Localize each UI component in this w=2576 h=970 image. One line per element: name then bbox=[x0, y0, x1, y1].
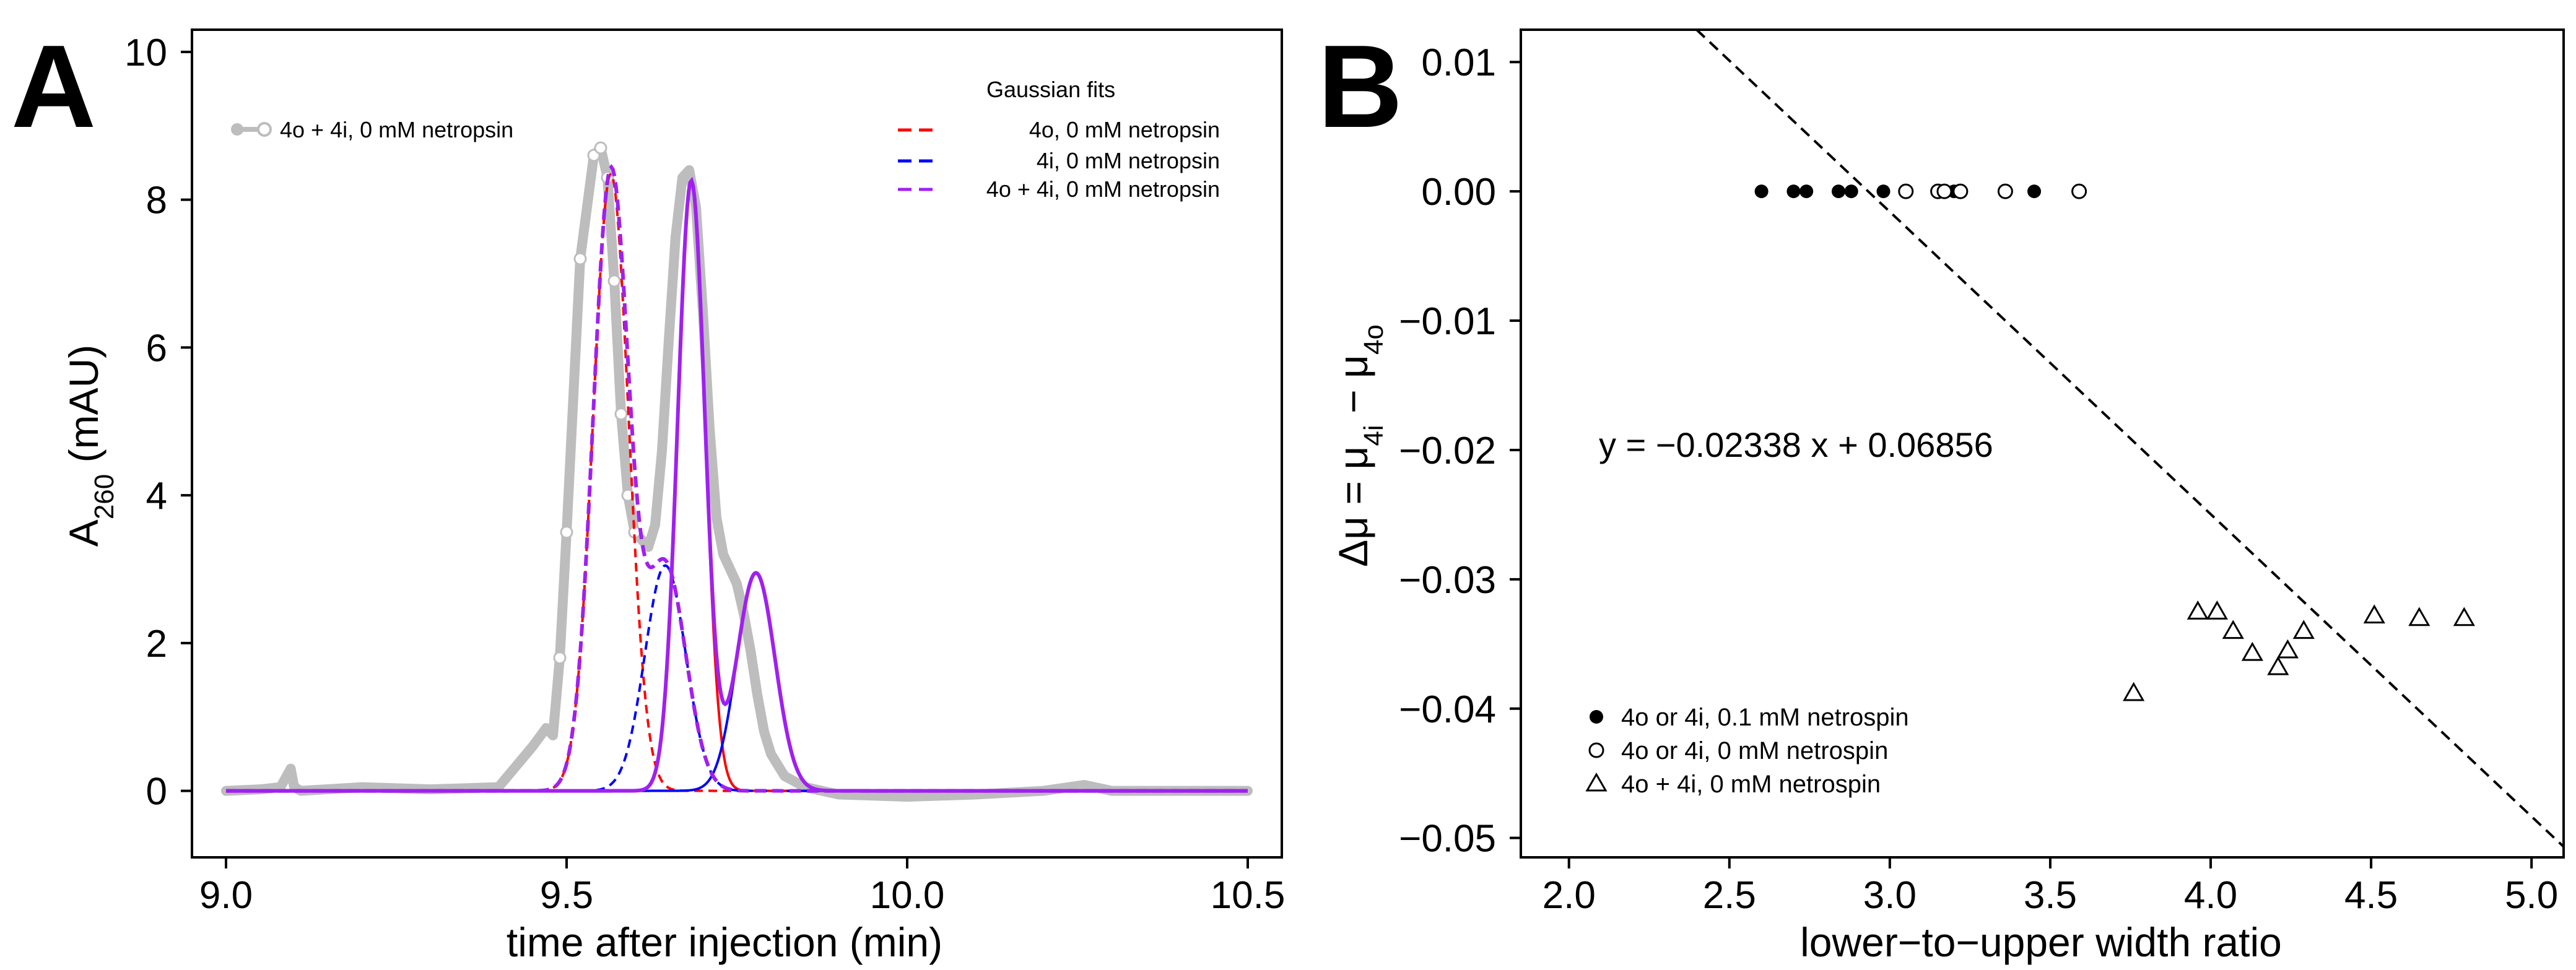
scatter-points bbox=[1754, 183, 2475, 701]
point-open-triangle bbox=[2187, 600, 2209, 620]
point-filled-circle bbox=[1754, 184, 1769, 199]
point-open-circle bbox=[1936, 183, 1952, 199]
regression-line bbox=[1695, 28, 2565, 848]
legend-label-open-triangle: 4o + 4i, 0 mM netrospin bbox=[1621, 771, 1881, 798]
panel-b-chart: 2.0 2.5 3.0 3.5 4.0 4.5 5.0 0.01 0.00 −0.01 −0.02 −… bbox=[1330, 28, 2565, 965]
point-filled-circle bbox=[1831, 184, 1845, 199]
raw-data-point bbox=[594, 141, 607, 155]
legend-marker-open-circle bbox=[1588, 742, 1604, 758]
fit-curve-sum-dashed bbox=[226, 164, 1248, 793]
point-open-triangle bbox=[2267, 656, 2289, 675]
point-open-triangle bbox=[2453, 607, 2475, 626]
panel-a-letter: A bbox=[11, 21, 96, 152]
x-tick-label: 2.0 bbox=[1543, 874, 1596, 917]
y-tick-label: 2 bbox=[146, 623, 167, 665]
x-tick-label: 10.5 bbox=[1211, 874, 1286, 917]
y-tick-label: 0.00 bbox=[1421, 171, 1496, 214]
y-tick-label: −0.01 bbox=[1399, 300, 1496, 343]
fit-legend-label-4i: 4i, 0 mM netropsin bbox=[1037, 148, 1220, 173]
x-tick-label: 3.0 bbox=[1863, 874, 1917, 917]
panel-a-chart: 9.0 9.5 10.0 10.5 0 2 4 6 8 10 time after injecti… bbox=[61, 28, 1285, 965]
fit-legend-label-4o: 4o, 0 mM netropsin bbox=[1029, 117, 1220, 142]
point-filled-circle bbox=[2027, 184, 2042, 199]
panel-a-fit-legend: Gaussian fits 4o, 0 mM netropsin 4i, 0 m… bbox=[898, 77, 1220, 202]
y-tick-label: 6 bbox=[146, 327, 167, 370]
fit-curve-sum-solid bbox=[226, 176, 1248, 793]
x-tick-label: 9.0 bbox=[199, 874, 253, 917]
point-open-triangle bbox=[2408, 607, 2430, 626]
point-open-circle bbox=[1997, 183, 2013, 199]
raw-legend-filled-marker bbox=[231, 123, 243, 136]
point-open-triangle bbox=[2222, 620, 2244, 639]
panel-a-raw-legend: 4o + 4i, 0 mM netropsin bbox=[231, 117, 513, 142]
panel-a-y-axis-title: A260 (mAU) bbox=[61, 345, 120, 547]
y-tick-label: 0 bbox=[146, 771, 167, 813]
point-open-circle bbox=[1952, 183, 1969, 199]
point-filled-circle bbox=[1844, 184, 1858, 199]
x-tick-label: 5.0 bbox=[2505, 874, 2558, 917]
fit-legend-title: Gaussian fits bbox=[986, 77, 1115, 102]
legend-marker-open-triangle bbox=[1585, 772, 1608, 792]
panel-b-letter: B bbox=[1318, 21, 1403, 152]
fit-curve-4o-dashed bbox=[226, 172, 1248, 792]
regression-line-segment bbox=[1695, 28, 2565, 848]
raw-legend-open-marker bbox=[257, 122, 272, 137]
regression-equation: y = −0.02338 x + 0.06856 bbox=[1599, 425, 1993, 464]
panel-a-plot-frame bbox=[191, 28, 1283, 859]
point-open-triangle bbox=[2292, 620, 2315, 639]
point-open-triangle bbox=[2363, 604, 2385, 624]
point-open-circle bbox=[2071, 183, 2087, 199]
point-open-triangle bbox=[2241, 641, 2263, 661]
y-tick-label: −0.05 bbox=[1399, 818, 1496, 860]
x-tick-label: 10.0 bbox=[870, 874, 945, 917]
raw-data-point bbox=[560, 526, 573, 539]
x-tick-label: 4.5 bbox=[2344, 874, 2398, 917]
gaussian-fit-curves bbox=[226, 164, 1248, 793]
y-tick-label: 10 bbox=[124, 32, 167, 74]
fit-legend-label-sum: 4o + 4i, 0 mM netropsin bbox=[986, 176, 1220, 202]
point-filled-circle bbox=[1799, 184, 1814, 199]
point-filled-circle bbox=[1876, 184, 1891, 199]
y-tick-label: −0.02 bbox=[1399, 430, 1496, 472]
raw-data-point bbox=[573, 252, 587, 266]
panel-a-axes: 9.0 9.5 10.0 10.5 0 2 4 6 8 10 bbox=[124, 32, 1285, 917]
y-tick-label: 8 bbox=[146, 180, 167, 222]
y-tick-label: 4 bbox=[146, 475, 167, 517]
panel-b-axes: 2.0 2.5 3.0 3.5 4.0 4.5 5.0 0.01 0.00 −0.01 −0.02 −… bbox=[1399, 41, 2558, 917]
raw-data-point bbox=[614, 407, 628, 421]
raw-data-point bbox=[607, 274, 621, 288]
x-tick-label: 2.5 bbox=[1703, 874, 1756, 917]
raw-data-line bbox=[221, 143, 1253, 802]
legend-marker-filled-circle bbox=[1590, 710, 1603, 724]
panel-b-legend: 4o or 4i, 0.1 mM netrospin 4o or 4i, 0 m… bbox=[1585, 704, 1909, 798]
panel-a-x-axis-title: time after injection (min) bbox=[507, 919, 942, 965]
panel-b-plot-frame bbox=[1520, 28, 2565, 859]
point-open-triangle bbox=[2206, 600, 2228, 620]
point-open-triangle bbox=[2276, 639, 2299, 659]
x-tick-label: 3.5 bbox=[2024, 874, 2077, 917]
panel-b-y-axis-title: Δμ = μ4i − μ4o bbox=[1330, 324, 1389, 567]
legend-label-open-circle: 4o or 4i, 0 mM netrospin bbox=[1621, 737, 1888, 764]
x-tick-label: 4.0 bbox=[2184, 874, 2237, 917]
panel-b-x-axis-title: lower−to−upper width ratio bbox=[1800, 919, 2282, 965]
x-tick-label: 9.5 bbox=[540, 874, 593, 917]
raw-data-trace bbox=[221, 141, 1253, 802]
raw-legend-label: 4o + 4i, 0 mM netropsin bbox=[280, 117, 513, 142]
point-open-circle bbox=[1898, 183, 1914, 199]
y-tick-label: −0.03 bbox=[1399, 559, 1496, 602]
point-filled-circle bbox=[1786, 184, 1801, 199]
y-tick-label: 0.01 bbox=[1421, 41, 1496, 84]
legend-label-filled-circle: 4o or 4i, 0.1 mM netrospin bbox=[1621, 704, 1909, 731]
fit-curve-4o-solid bbox=[226, 179, 1248, 792]
y-tick-label: −0.04 bbox=[1399, 688, 1496, 731]
point-open-triangle bbox=[2123, 682, 2145, 701]
raw-data-point bbox=[553, 651, 567, 665]
